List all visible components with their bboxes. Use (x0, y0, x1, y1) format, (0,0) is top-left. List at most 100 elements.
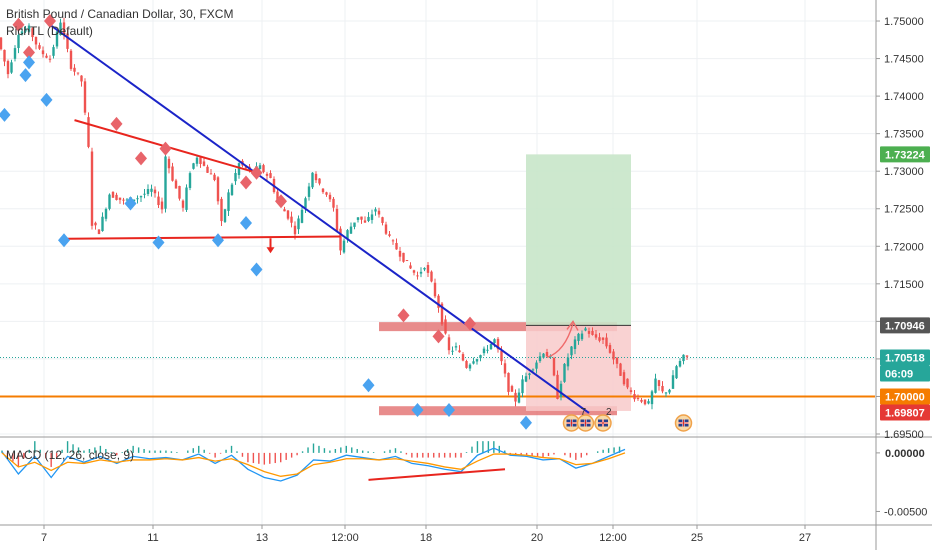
candle-body (468, 364, 472, 369)
time-tick-label: 11 (147, 532, 158, 544)
candle-body (181, 200, 185, 208)
candle-body (447, 337, 451, 351)
candle-body (234, 172, 237, 182)
candle-body (66, 33, 69, 49)
candle-body (125, 199, 129, 201)
candle-body (150, 188, 153, 192)
candle-body (304, 198, 307, 208)
price-tick-label: 1.72500 (884, 204, 924, 216)
candle-body (524, 376, 528, 382)
candle-body (643, 399, 647, 405)
candle-body (398, 250, 402, 257)
pivot-high-marker (464, 316, 476, 331)
candle-body (311, 172, 314, 188)
pivot-low-marker (362, 378, 375, 393)
pivot-low-marker (240, 216, 252, 231)
pivot-low-marker (19, 68, 32, 83)
indicator-name[interactable]: RichTL (Default) (6, 24, 93, 38)
candle-body (160, 201, 164, 210)
pivot-high-marker (432, 329, 445, 344)
candle-body (6, 61, 10, 75)
candle-countdown-badge: 06:09 (885, 369, 913, 381)
zone-support (379, 406, 617, 416)
time-axis: 7 11 13 12:00 18 20 12:00 25 27 (41, 525, 811, 544)
candle-body (202, 161, 206, 166)
candle-body (265, 173, 269, 176)
candle-body (353, 222, 356, 227)
candle-body (444, 319, 447, 334)
candle-body (430, 271, 433, 282)
candle-body (419, 271, 423, 274)
candle-body (139, 196, 143, 198)
sell-signal-arrow (266, 247, 275, 254)
candle-body (363, 220, 367, 223)
candle-body (636, 398, 640, 400)
pivot-high-marker (275, 194, 287, 209)
price-tick-label: 1.74000 (884, 91, 924, 103)
candle-body (507, 372, 510, 392)
pivot-high-marker (135, 151, 147, 166)
uk-event-flag-icon[interactable] (674, 414, 693, 432)
candle-body (531, 369, 535, 371)
candle-body (174, 180, 178, 189)
macd-label[interactable]: MACD (12, 26, close, 9) (6, 448, 135, 462)
candle-body (48, 58, 52, 60)
candle-body (321, 188, 325, 193)
candle-body (325, 192, 328, 195)
uk-event-flag-icon[interactable] (594, 414, 612, 432)
candle-body (300, 209, 304, 223)
support-price-badge: 1.70000 (885, 391, 925, 403)
time-tick-label: 7 (41, 532, 47, 544)
candle-body (87, 117, 90, 147)
pivot-low-marker (520, 415, 532, 430)
candle-body (209, 173, 213, 175)
candle-countdown-badge-bg (880, 365, 930, 382)
candle-body (381, 217, 384, 223)
uk-event-flag-icon[interactable] (562, 414, 581, 432)
uk-event-flag-icon[interactable] (576, 414, 595, 432)
candle-body (164, 156, 167, 209)
candle-body (598, 337, 601, 341)
candle-body (500, 350, 503, 362)
candle-body (601, 337, 605, 340)
candle-body (188, 173, 192, 188)
candle-body (542, 353, 545, 358)
candle-body (192, 163, 195, 169)
candle-body (55, 31, 59, 47)
candle-body (458, 350, 461, 353)
candle-body (433, 282, 437, 297)
candle-body (59, 22, 62, 35)
candle-body (258, 165, 262, 169)
stop-price-badge-bg (880, 404, 930, 421)
time-tick-label: 20 (531, 532, 543, 544)
candle-body (454, 346, 458, 348)
event-count-label: 2 (606, 407, 612, 418)
price-tick-label: 1.75000 (884, 16, 924, 28)
candle-body (514, 392, 517, 402)
chart-legend[interactable]: British Pound / Canadian Dollar, 30, FXC… (6, 6, 233, 40)
candle-body (465, 361, 468, 368)
candle-body (545, 352, 549, 357)
candle-body (451, 350, 454, 352)
candle-body (377, 210, 381, 215)
candle-body (409, 265, 412, 269)
candle-body (538, 356, 542, 362)
candle-body (356, 217, 360, 220)
candle-body (629, 390, 633, 392)
entry-price-badge-bg (880, 317, 930, 334)
candle-body (52, 47, 55, 56)
candle-body (167, 158, 171, 169)
candle-body (619, 363, 622, 376)
candle-body (195, 157, 199, 164)
time-tick-label: 27 (799, 532, 811, 544)
candle-body (367, 216, 370, 221)
symbol-title[interactable]: British Pound / Canadian Dollar, 30, FXC… (6, 7, 234, 21)
candle-body (213, 174, 216, 181)
price-tick-label: 1.74500 (884, 54, 924, 66)
last-price-badge-bg (880, 349, 930, 366)
pivot-markers (0, 14, 532, 430)
candle-body (647, 401, 650, 404)
candle-body (391, 240, 395, 242)
